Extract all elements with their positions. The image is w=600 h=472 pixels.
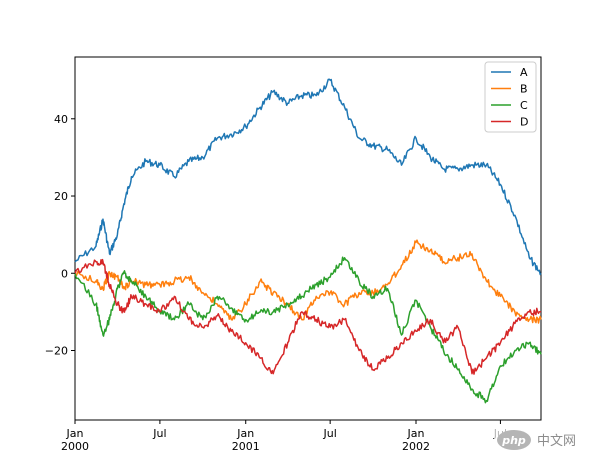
watermark: php 中文网 — [494, 427, 594, 453]
series-line-b — [74, 239, 542, 324]
plot-frame — [74, 56, 542, 421]
series-line-d — [74, 258, 542, 375]
x-tick-label: Jan — [66, 427, 84, 440]
php-logo-icon — [497, 430, 531, 450]
x-tick-label: Jul — [323, 427, 337, 440]
series-line-a — [74, 78, 542, 276]
y-axis: 40 20 0 −20 — [45, 113, 75, 357]
x-tick-label: Jul — [152, 427, 166, 440]
legend-label-b: B — [520, 83, 528, 96]
x-tick-year-label: 2001 — [232, 440, 260, 453]
y-tick-label: 20 — [54, 190, 68, 203]
x-tick-label: Jan — [407, 427, 425, 440]
legend-label-a: A — [520, 66, 528, 79]
watermark-text: 中文网 — [537, 434, 576, 449]
x-tick-label: Jan — [236, 427, 254, 440]
legend-label-d: D — [520, 116, 528, 129]
legend-box — [484, 61, 537, 133]
php-logo-text: php — [501, 434, 526, 447]
legend-label-c: C — [520, 99, 528, 112]
x-axis: Jan2000JulJan2001JulJan2002Jul — [61, 420, 507, 453]
x-tick-year-label: 2000 — [61, 440, 89, 453]
y-tick-label: 40 — [54, 113, 68, 126]
y-tick-label: −20 — [45, 344, 68, 357]
y-tick-label: 0 — [61, 267, 68, 280]
series-layer — [74, 78, 542, 404]
x-tick-year-label: 2002 — [402, 440, 430, 453]
series-line-c — [74, 256, 542, 404]
